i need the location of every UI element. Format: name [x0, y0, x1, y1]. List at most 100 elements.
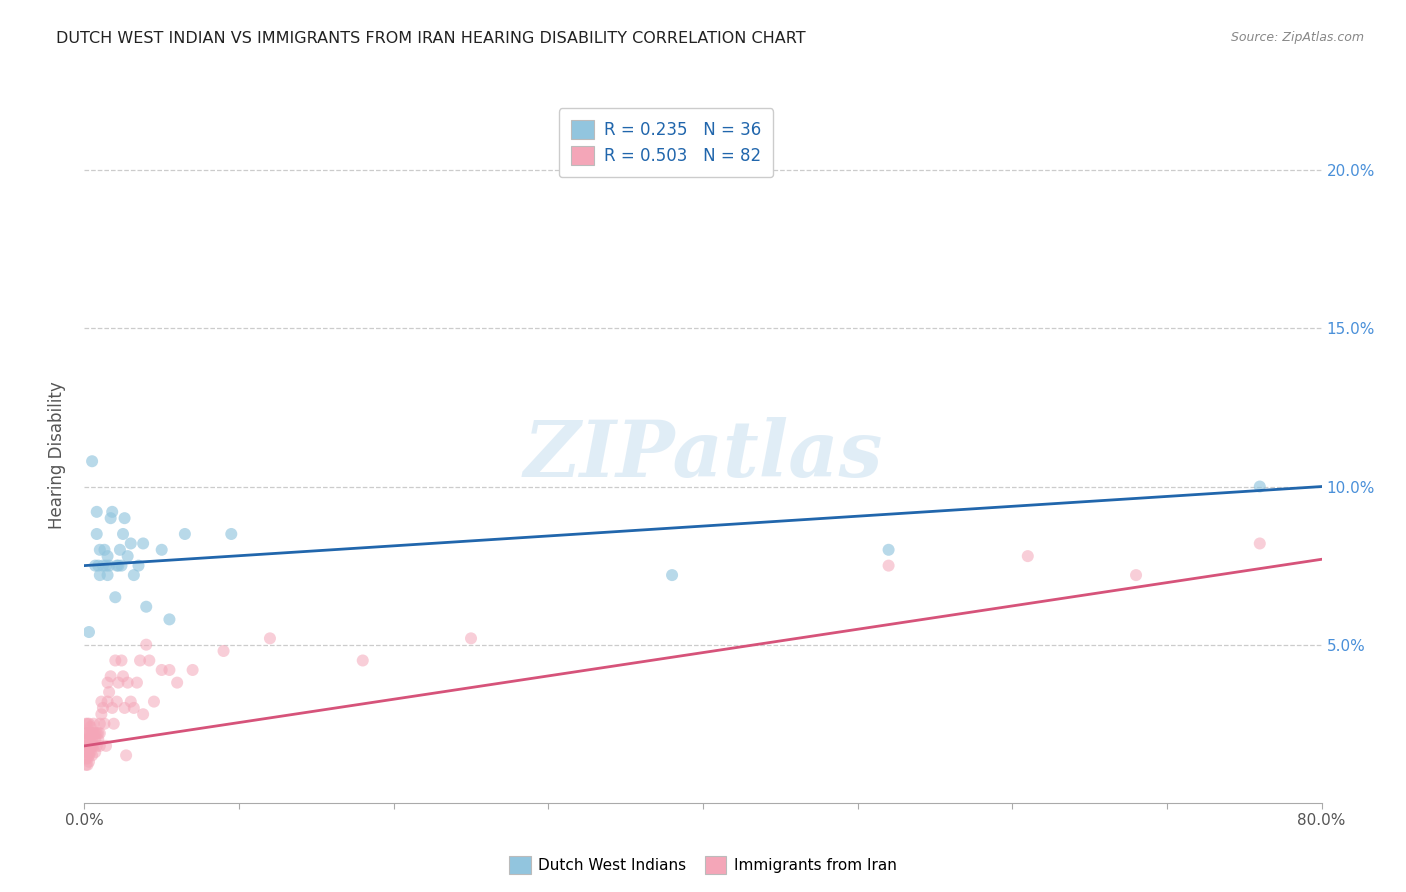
- Point: [89, 716, 111, 731]
- Point: [110, 558, 132, 573]
- Point: [75, 726, 97, 740]
- Point: [89, 568, 111, 582]
- Point: [181, 663, 204, 677]
- Point: [135, 599, 157, 614]
- Text: DUTCH WEST INDIAN VS IMMIGRANTS FROM IRAN HEARING DISABILITY CORRELATION CHART: DUTCH WEST INDIAN VS IMMIGRANTS FROM IRA…: [56, 31, 806, 46]
- Point: [86, 527, 108, 541]
- Point: [84, 558, 107, 573]
- Point: [86, 726, 108, 740]
- Point: [105, 695, 128, 709]
- Point: [120, 695, 142, 709]
- Point: [100, 669, 122, 683]
- Point: [107, 675, 129, 690]
- Point: [143, 695, 166, 709]
- Point: [150, 663, 173, 677]
- Point: [75, 751, 97, 765]
- Point: [89, 739, 111, 753]
- Point: [82, 726, 104, 740]
- Point: [75, 732, 97, 747]
- Point: [76, 732, 98, 747]
- Point: [82, 748, 104, 763]
- Point: [110, 653, 132, 667]
- Point: [97, 695, 120, 709]
- Point: [79, 720, 101, 734]
- Point: [86, 505, 108, 519]
- Point: [94, 739, 117, 753]
- Point: [101, 505, 124, 519]
- Point: [135, 638, 157, 652]
- Point: [83, 716, 105, 731]
- Point: [166, 675, 188, 690]
- Point: [104, 653, 127, 667]
- Point: [122, 568, 145, 582]
- Point: [76, 757, 98, 772]
- Point: [93, 716, 115, 731]
- Point: [125, 675, 148, 690]
- Point: [86, 739, 108, 753]
- Point: [83, 739, 105, 753]
- Legend: R = 0.235   N = 36, R = 0.503   N = 82: R = 0.235 N = 36, R = 0.503 N = 82: [560, 109, 773, 177]
- Point: [661, 568, 683, 582]
- Point: [77, 745, 100, 759]
- Point: [77, 716, 100, 731]
- Text: ZIPatlas: ZIPatlas: [523, 417, 883, 493]
- Point: [132, 536, 155, 550]
- Point: [114, 701, 136, 715]
- Point: [93, 542, 115, 557]
- Point: [221, 527, 243, 541]
- Point: [89, 726, 111, 740]
- Point: [1017, 549, 1039, 563]
- Point: [79, 739, 101, 753]
- Point: [122, 701, 145, 715]
- Point: [84, 726, 107, 740]
- Point: [79, 732, 101, 747]
- Point: [76, 745, 98, 759]
- Point: [77, 739, 100, 753]
- Point: [1249, 479, 1271, 493]
- Y-axis label: Hearing Disability: Hearing Disability: [48, 381, 66, 529]
- Point: [82, 732, 104, 747]
- Point: [117, 675, 139, 690]
- Point: [104, 591, 127, 605]
- Point: [77, 732, 100, 747]
- Point: [90, 707, 112, 722]
- Point: [107, 558, 129, 573]
- Point: [75, 757, 97, 772]
- Point: [159, 663, 181, 677]
- Point: [84, 732, 107, 747]
- Point: [77, 726, 100, 740]
- Point: [98, 685, 121, 699]
- Point: [89, 542, 111, 557]
- Point: [79, 745, 101, 759]
- Point: [75, 716, 97, 731]
- Point: [114, 511, 136, 525]
- Point: [117, 549, 139, 563]
- Point: [115, 748, 138, 763]
- Point: [259, 632, 281, 646]
- Point: [112, 527, 135, 541]
- Point: [120, 536, 142, 550]
- Point: [97, 549, 120, 563]
- Point: [82, 454, 104, 468]
- Point: [87, 726, 110, 740]
- Point: [76, 739, 98, 753]
- Point: [87, 558, 110, 573]
- Point: [83, 726, 105, 740]
- Point: [132, 707, 155, 722]
- Point: [91, 701, 114, 715]
- Point: [79, 726, 101, 740]
- Point: [159, 612, 181, 626]
- Point: [1249, 536, 1271, 550]
- Point: [174, 527, 197, 541]
- Point: [97, 675, 120, 690]
- Point: [129, 653, 152, 667]
- Point: [87, 732, 110, 747]
- Legend: Dutch West Indians, Immigrants from Iran: Dutch West Indians, Immigrants from Iran: [503, 850, 903, 880]
- Point: [108, 542, 131, 557]
- Text: Source: ZipAtlas.com: Source: ZipAtlas.com: [1230, 31, 1364, 45]
- Point: [877, 558, 900, 573]
- Point: [84, 745, 107, 759]
- Point: [77, 625, 100, 640]
- Point: [77, 748, 100, 763]
- Point: [150, 542, 173, 557]
